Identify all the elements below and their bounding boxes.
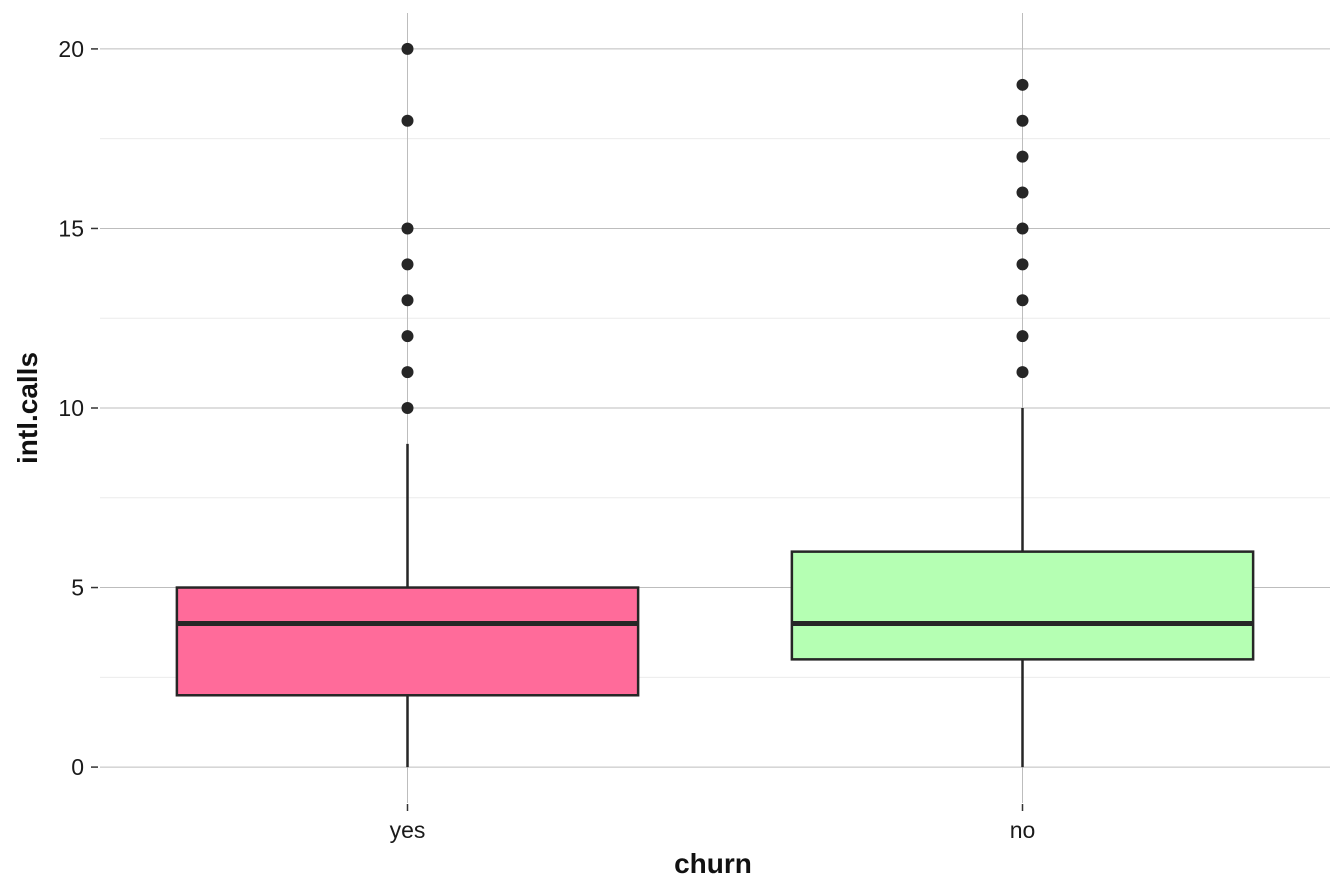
y-tick-label: 5: [71, 575, 84, 601]
y-tick-label: 10: [58, 395, 84, 421]
y-tick-label: 20: [58, 36, 84, 62]
outlier-point: [1016, 186, 1029, 199]
outlier-point: [1016, 366, 1029, 379]
outlier-point: [401, 222, 414, 235]
outlier-point: [401, 330, 414, 343]
iqr-box: [790, 550, 1255, 661]
x-axis: yes no: [390, 804, 1036, 843]
y-axis-title: intl.calls: [12, 352, 43, 464]
outlier-point: [401, 114, 414, 127]
outlier-point: [401, 402, 414, 414]
x-tick-label: yes: [390, 817, 426, 843]
x-tick-label: no: [1010, 817, 1036, 843]
outlier-point: [1016, 222, 1029, 235]
outlier-point: [1016, 294, 1029, 307]
outlier-point: [401, 42, 414, 55]
outlier-point: [401, 366, 414, 379]
outlier-point: [1016, 78, 1029, 91]
outlier-point: [1016, 330, 1029, 343]
outlier-point: [401, 258, 414, 271]
y-tick-label: 15: [58, 215, 84, 241]
outlier-point: [1016, 114, 1029, 127]
outlier-point: [401, 294, 414, 307]
y-axis: 0 5 10 15 20: [58, 36, 98, 780]
box-series: [175, 42, 1255, 768]
outlier-point: [1016, 150, 1029, 163]
outlier-point: [1016, 258, 1029, 271]
x-axis-title: churn: [674, 848, 752, 879]
box-no: [790, 78, 1255, 768]
iqr-box: [175, 586, 640, 697]
box-yes: [175, 42, 640, 768]
y-tick-label: 0: [71, 754, 84, 780]
